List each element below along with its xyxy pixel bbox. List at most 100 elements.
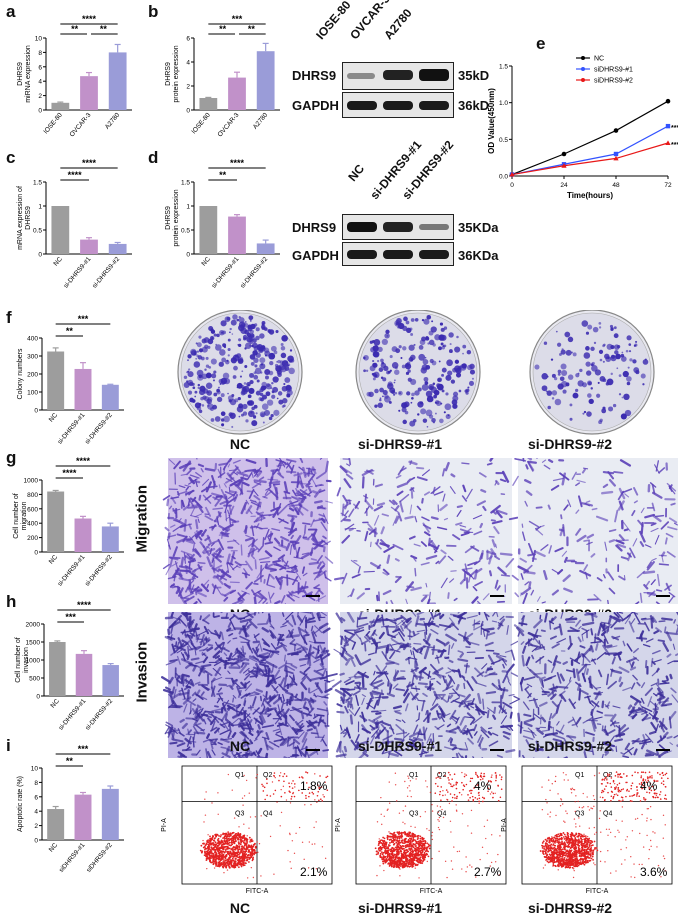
cell <box>308 640 315 644</box>
event <box>235 846 237 848</box>
cell <box>650 522 657 527</box>
cell <box>497 622 503 630</box>
colony <box>445 414 451 420</box>
event <box>280 795 283 798</box>
cell <box>410 586 422 592</box>
cell <box>488 740 499 747</box>
event <box>289 791 291 793</box>
cell <box>568 698 576 709</box>
cell <box>176 742 186 747</box>
colony <box>244 321 247 323</box>
cell <box>244 572 248 579</box>
cell <box>609 746 614 752</box>
colony <box>642 383 645 386</box>
colony <box>213 392 218 397</box>
cell <box>211 720 216 732</box>
cell <box>603 742 616 748</box>
cell <box>220 531 229 537</box>
colony <box>260 371 263 374</box>
y-tick-label: 1000 <box>26 658 41 665</box>
cell <box>485 630 489 640</box>
quadrant-label: Q2 <box>437 772 446 779</box>
cell <box>410 555 418 560</box>
cell <box>586 695 592 704</box>
cell <box>650 721 658 732</box>
event <box>232 831 235 834</box>
cell <box>325 460 329 473</box>
cell <box>455 522 463 526</box>
event <box>248 850 251 852</box>
cell <box>285 662 293 665</box>
colony <box>255 327 260 332</box>
cell <box>541 716 547 723</box>
panel-label-c: c <box>6 148 16 167</box>
colony <box>372 359 375 363</box>
cell <box>521 587 532 596</box>
colony <box>241 413 244 417</box>
cell <box>261 638 271 648</box>
cell <box>659 682 670 685</box>
colony <box>223 415 230 423</box>
cell <box>341 572 348 585</box>
quadrant-label: Q3 <box>409 810 418 817</box>
cell <box>348 708 355 716</box>
cell <box>308 701 314 711</box>
cell <box>202 656 209 664</box>
colony <box>564 331 571 338</box>
cell <box>276 634 282 646</box>
cell <box>176 533 188 538</box>
event <box>218 848 221 850</box>
cell <box>289 675 293 679</box>
cell <box>183 703 188 713</box>
cell <box>303 634 306 644</box>
event <box>305 782 308 784</box>
cell <box>466 727 473 739</box>
colony <box>187 371 194 378</box>
data-point <box>613 128 619 133</box>
cell <box>548 458 554 463</box>
cell <box>633 748 638 756</box>
colony <box>458 389 462 393</box>
event <box>246 877 249 879</box>
event <box>229 844 232 847</box>
event <box>246 835 248 837</box>
cell <box>278 504 288 515</box>
cell <box>179 569 192 573</box>
cell <box>668 486 676 495</box>
cell <box>575 619 582 627</box>
cell <box>585 731 595 736</box>
y-tick-label: 500 <box>29 676 40 683</box>
colony <box>398 409 401 412</box>
colony <box>553 376 558 381</box>
colony <box>448 332 454 338</box>
event <box>382 862 385 865</box>
cell <box>523 713 532 717</box>
cell <box>293 738 301 745</box>
cell <box>448 659 454 664</box>
cell <box>297 648 305 653</box>
colony <box>424 381 429 386</box>
cell <box>252 647 259 658</box>
cell <box>447 555 454 561</box>
colony <box>410 358 413 362</box>
cell <box>251 473 254 479</box>
cell <box>607 599 609 604</box>
cell <box>269 574 275 580</box>
y-tick-label: 200 <box>27 372 38 379</box>
cell <box>316 612 321 622</box>
cell <box>319 719 325 723</box>
colony <box>541 373 548 380</box>
cell <box>591 612 595 622</box>
cell <box>396 490 404 496</box>
cell <box>415 718 420 722</box>
cell <box>556 672 562 684</box>
cell <box>511 574 519 581</box>
cell <box>252 655 261 663</box>
bar <box>80 76 98 110</box>
y-label-line: DHRS9 <box>165 206 172 230</box>
event <box>279 772 282 774</box>
cell <box>643 583 649 590</box>
colony <box>205 356 209 360</box>
cell <box>595 687 602 689</box>
cell <box>646 561 653 569</box>
